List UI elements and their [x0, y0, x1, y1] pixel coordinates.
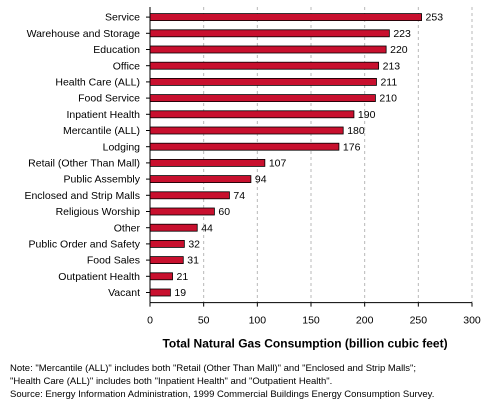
category-label-3: Office	[113, 60, 140, 72]
value-label-10: 94	[255, 174, 267, 186]
category-label-10: Public Assembly	[64, 174, 141, 186]
value-label-12: 60	[218, 206, 230, 218]
value-label-11: 74	[233, 190, 245, 202]
value-label-16: 21	[177, 271, 189, 283]
x-tick-label-300: 300	[463, 315, 481, 327]
value-label-0: 253	[426, 12, 444, 24]
category-label-16: Outpatient Health	[58, 271, 140, 283]
bar-4	[149, 78, 377, 86]
bar-10	[149, 175, 252, 184]
note-line-1: Note: "Mercantile (ALL)" includes both "…	[10, 363, 417, 374]
x-tick-label-150: 150	[302, 315, 320, 327]
category-label-7: Mercantile (ALL)	[63, 125, 140, 137]
value-label-15: 31	[187, 255, 199, 267]
value-label-5: 210	[379, 93, 397, 105]
x-tick-label-200: 200	[356, 315, 374, 327]
bar-7	[149, 126, 344, 135]
bar-12	[149, 207, 215, 216]
x-tick-label-50: 50	[198, 315, 210, 327]
category-label-13: Other	[114, 222, 141, 234]
bar-8	[149, 142, 340, 151]
bar-0	[149, 13, 422, 22]
value-label-6: 190	[358, 109, 376, 121]
category-label-14: Public Order and Safety	[29, 239, 141, 251]
bar-13	[149, 223, 198, 232]
value-label-7: 180	[347, 125, 365, 137]
bar-17	[149, 288, 171, 297]
bar-chart: Service 253 Warehouse and Storage 223 Educat…	[24, 7, 481, 351]
note-line-2: "Health Care (ALL)" includes both "Inpat…	[10, 376, 333, 387]
bar-3	[149, 61, 380, 70]
value-label-8: 176	[343, 141, 361, 153]
value-label-9: 107	[269, 158, 287, 170]
bar-5	[149, 94, 376, 102]
category-label-12: Religious Worship	[56, 206, 141, 218]
bar-11	[149, 191, 230, 200]
x-tick-label-250: 250	[410, 315, 428, 327]
bar-2	[149, 45, 387, 54]
category-label-6: Inpatient Health	[66, 109, 140, 121]
category-label-17: Vacant	[108, 287, 140, 299]
bar-9	[149, 158, 266, 167]
value-label-1: 223	[393, 28, 411, 40]
value-label-17: 19	[174, 287, 186, 299]
bar-16	[149, 272, 173, 281]
x-tick-label-0: 0	[147, 315, 153, 327]
source-line: Source: Energy Information Administratio…	[10, 389, 435, 400]
value-label-14: 32	[188, 239, 200, 251]
category-label-5: Food Service	[78, 93, 140, 105]
x-tick-label-100: 100	[249, 315, 267, 327]
bar-1	[149, 29, 390, 38]
bar-15	[149, 256, 184, 265]
bar-14	[149, 239, 185, 248]
value-label-4: 211	[380, 77, 397, 89]
value-label-3: 213	[383, 60, 401, 72]
category-label-2: Education	[93, 44, 140, 56]
category-label-9: Retail (Other Than Mall)	[28, 158, 140, 170]
x-axis-title: Total Natural Gas Consumption (billion c…	[162, 337, 447, 351]
category-label-15: Food Sales	[87, 255, 140, 267]
value-label-13: 44	[201, 222, 213, 234]
category-label-11: Enclosed and Strip Malls	[24, 190, 140, 202]
bar-6	[149, 110, 355, 119]
chart-notes: Note: "Mercantile (ALL)" includes both "…	[10, 362, 495, 401]
value-label-2: 220	[390, 44, 408, 56]
category-label-1: Warehouse and Storage	[27, 28, 141, 40]
category-label-0: Service	[105, 12, 140, 24]
category-label-8: Lodging	[103, 141, 141, 153]
category-label-4: Health Care (ALL)	[55, 77, 140, 89]
